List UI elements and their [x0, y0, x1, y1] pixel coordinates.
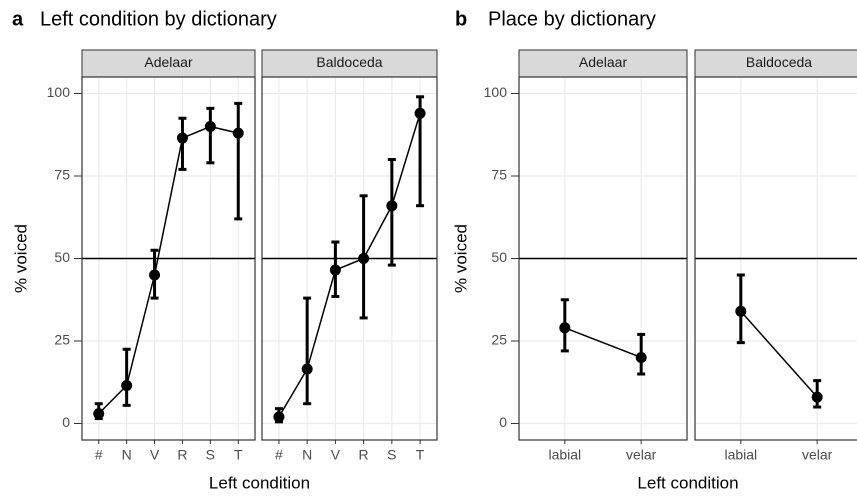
- error-bar: [178, 116, 187, 171]
- y-tick-label: 50: [54, 249, 70, 265]
- panel-border: [81, 76, 256, 441]
- point: [358, 253, 370, 264]
- x-tick-label: T: [234, 447, 243, 463]
- strip-label: Adelaar: [579, 54, 628, 70]
- x-tick-label: N: [122, 447, 132, 463]
- x-tick-label: S: [387, 447, 396, 463]
- point: [414, 107, 426, 119]
- error-bar: [206, 106, 215, 165]
- x-tick-label: #: [275, 447, 283, 463]
- x-tick-label: R: [359, 447, 369, 463]
- x-tick-label: velar: [802, 447, 833, 463]
- strip-label: Adelaar: [144, 54, 193, 70]
- point: [204, 121, 216, 132]
- error-bar: [122, 347, 131, 407]
- point: [735, 305, 747, 317]
- x-tick-label: V: [150, 447, 160, 463]
- point: [811, 391, 823, 403]
- x-tick-label: velar: [626, 447, 657, 463]
- root: a Left condition by dictionary % voiced Lef…: [11, 8, 857, 492]
- y-tick-label: 75: [54, 167, 70, 183]
- point: [559, 322, 571, 334]
- y-tick-label: 75: [491, 167, 507, 183]
- y-tick-label: 0: [62, 414, 70, 430]
- x-tick-label: N: [302, 447, 312, 463]
- y-tick-label: 0: [499, 414, 507, 430]
- point: [149, 269, 161, 281]
- y-axis-title: % voiced: [451, 224, 470, 293]
- panel-label: a: [12, 8, 24, 30]
- point: [273, 411, 285, 423]
- panel-border: [261, 76, 438, 441]
- strip: [694, 49, 857, 78]
- point: [635, 352, 647, 363]
- y-tick-label: 100: [47, 84, 71, 100]
- error-bar: [303, 296, 312, 406]
- x-tick-label: R: [177, 447, 187, 463]
- panel-border: [518, 76, 688, 441]
- point: [232, 127, 244, 139]
- line: [564, 327, 642, 359]
- x-tick-label: T: [416, 447, 425, 463]
- panel-label: b: [455, 8, 467, 30]
- x-tick-label: labial: [724, 447, 757, 463]
- y-tick-label: 100: [484, 84, 508, 100]
- line: [740, 310, 818, 398]
- point: [301, 363, 313, 375]
- panel-title: Place by dictionary: [488, 8, 656, 30]
- x-tick-label: V: [331, 447, 341, 463]
- error-bar: [234, 101, 243, 221]
- error-bar: [387, 158, 396, 267]
- strip-label: Baldoceda: [316, 54, 382, 70]
- y-tick-label: 50: [491, 249, 507, 265]
- point: [176, 132, 188, 144]
- y-tick-label: 25: [54, 332, 70, 348]
- line: [278, 113, 421, 418]
- y-tick-label: 25: [491, 332, 507, 348]
- panel-title: Left condition by dictionary: [40, 8, 277, 30]
- x-tick-label: S: [206, 447, 215, 463]
- strip-label: Baldoceda: [746, 54, 812, 70]
- strip: [81, 49, 256, 78]
- point: [93, 408, 105, 420]
- x-axis-title: Left condition: [209, 473, 310, 492]
- x-tick-label: #: [95, 447, 103, 463]
- strip: [518, 49, 688, 78]
- point: [329, 264, 341, 276]
- x-axis-title: Left condition: [637, 473, 738, 492]
- x-tick-label: labial: [548, 447, 581, 463]
- strip: [261, 49, 438, 78]
- panel-border: [694, 76, 857, 441]
- point: [386, 200, 398, 212]
- point: [121, 380, 133, 392]
- y-axis-title: % voiced: [11, 224, 30, 293]
